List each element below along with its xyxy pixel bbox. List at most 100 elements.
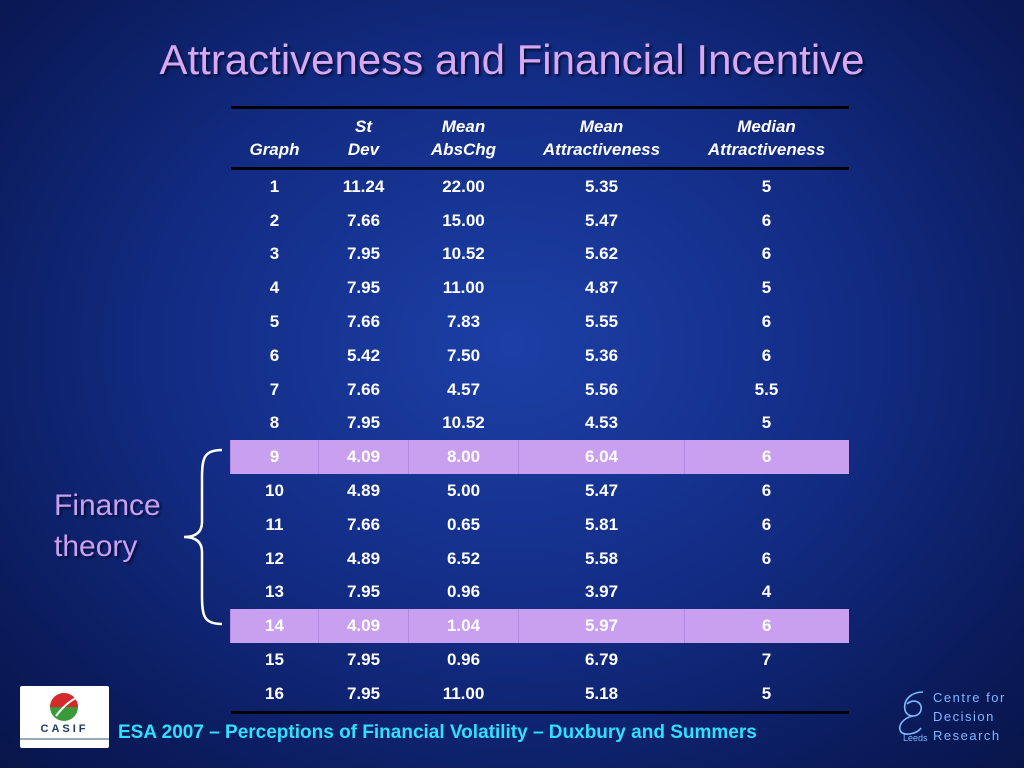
cell-mean-abschg: 0.96 xyxy=(446,650,481,670)
cell-median-attractiveness: 5 xyxy=(761,278,772,298)
cell-mean-abschg: 4.57 xyxy=(446,379,481,399)
cell-st-dev: 4.89 xyxy=(346,481,381,501)
cdr-logo-leeds: Leeds xyxy=(903,733,928,743)
cell-median-attractiveness: 4 xyxy=(761,582,772,602)
cell-median-attractiveness: 6 xyxy=(761,210,772,230)
cell-mean-abschg: 6.52 xyxy=(446,548,481,568)
cell-st-dev: 4.89 xyxy=(346,548,381,568)
cell-mean-abschg: 5.00 xyxy=(446,481,481,501)
table-row: 8 7.95 10.52 4.53 5 xyxy=(231,407,849,441)
cell-graph: 7 xyxy=(269,379,280,399)
cell-mean-attractiveness: 5.18 xyxy=(518,676,685,714)
cell-median-attractiveness: 6 xyxy=(761,312,772,332)
cell-st-dev: 4.09 xyxy=(318,440,409,475)
cell-mean-attractiveness: 3.97 xyxy=(584,582,619,602)
cell-mean-attractiveness: 5.35 xyxy=(584,176,619,196)
cell-median-attractiveness: 6 xyxy=(684,609,849,644)
casif-logo: CASIF xyxy=(20,686,109,748)
cell-mean-attractiveness: 5.55 xyxy=(584,312,619,332)
cell-median-attractiveness: 5.5 xyxy=(754,379,779,399)
cell-graph: 5 xyxy=(269,312,280,332)
slide-title: Attractiveness and Financial Incentive xyxy=(159,36,865,83)
table-row: 16 7.95 11.00 5.18 5 xyxy=(230,676,849,714)
cell-graph: 13 xyxy=(265,582,284,602)
cell-mean-attractiveness: 6.79 xyxy=(584,650,619,670)
cell-st-dev: 7.95 xyxy=(346,278,381,298)
table-row: 2 7.66 15.00 5.47 6 xyxy=(231,204,849,238)
casif-logo-text: CASIF xyxy=(40,723,89,735)
header-mean-attractiveness: Mean Attractiveness xyxy=(518,106,685,170)
cell-median-attractiveness: 6 xyxy=(684,440,849,475)
table-row: 11 7.66 0.65 5.81 6 xyxy=(231,508,849,542)
finance-theory-label: Finance theory xyxy=(54,485,161,567)
cell-graph: 10 xyxy=(265,481,284,501)
cell-mean-abschg: 11.00 xyxy=(408,676,519,714)
cdr-logo-line3: Research xyxy=(933,728,1001,743)
cell-median-attractiveness: 7 xyxy=(761,650,772,670)
cell-median-attractiveness: 6 xyxy=(761,548,772,568)
cell-graph: 2 xyxy=(269,210,280,230)
cell-mean-abschg: 10.52 xyxy=(442,244,485,264)
table-row: 14 4.09 1.04 5.97 6 xyxy=(230,609,849,644)
cell-mean-attractiveness: 4.87 xyxy=(584,278,619,298)
table-row: 10 4.89 5.00 5.47 6 xyxy=(231,474,849,508)
cell-graph: 1 xyxy=(269,176,280,196)
cell-graph: 8 xyxy=(269,413,280,433)
cell-graph: 4 xyxy=(269,278,280,298)
cell-mean-abschg: 7.83 xyxy=(446,312,481,332)
cell-mean-attractiveness: 5.62 xyxy=(584,244,619,264)
cell-mean-attractiveness: 5.97 xyxy=(518,609,685,644)
cell-mean-attractiveness: 5.36 xyxy=(584,345,619,365)
finance-label-line1: Finance xyxy=(54,489,161,522)
cell-graph: 15 xyxy=(265,650,284,670)
cell-mean-abschg: 22.00 xyxy=(442,176,485,196)
cell-st-dev: 7.66 xyxy=(346,514,381,534)
cell-median-attractiveness: 5 xyxy=(684,676,849,714)
cell-st-dev: 7.95 xyxy=(346,582,381,602)
header-median-attractiveness: Median Attractiveness xyxy=(684,106,849,170)
cell-mean-attractiveness: 6.04 xyxy=(518,440,685,475)
table-row: 5 7.66 7.83 5.55 6 xyxy=(231,305,849,339)
cell-mean-attractiveness: 5.58 xyxy=(584,548,619,568)
cdr-logo-line2: Decision xyxy=(933,709,995,724)
casif-logo-underline xyxy=(20,738,109,740)
cell-st-dev: 7.95 xyxy=(346,413,381,433)
cell-mean-abschg: 0.96 xyxy=(446,582,481,602)
header-mean-abschg: Mean AbsChg xyxy=(408,106,519,170)
header-st-dev: St Dev xyxy=(318,106,409,170)
cell-st-dev: 7.66 xyxy=(346,210,381,230)
cell-graph: 16 xyxy=(230,676,319,714)
cell-st-dev: 7.95 xyxy=(318,676,409,714)
cell-mean-attractiveness: 5.56 xyxy=(584,379,619,399)
cell-mean-attractiveness: 5.81 xyxy=(584,514,619,534)
cell-mean-abschg: 15.00 xyxy=(442,210,485,230)
cell-st-dev: 4.09 xyxy=(318,609,409,644)
cell-graph: 11 xyxy=(265,514,284,534)
cell-median-attractiveness: 6 xyxy=(761,345,772,365)
cell-st-dev: 7.66 xyxy=(346,379,381,399)
table-body: 1 11.24 22.00 5.35 5 2 7.66 15.00 5.47 6 3 7.95 10.5… xyxy=(230,169,849,714)
results-table: Graph St Dev Mean AbsChg Mean Attractivenes… xyxy=(230,106,849,714)
cell-mean-abschg: 8.00 xyxy=(408,440,519,475)
cell-median-attractiveness: 5 xyxy=(761,413,772,433)
finance-label-line2: theory xyxy=(54,530,138,563)
table-header-row: Graph St Dev Mean AbsChg Mean Attractivenes… xyxy=(230,106,849,170)
header-graph: Graph xyxy=(230,106,319,170)
cell-graph: 9 xyxy=(230,440,319,475)
cell-mean-abschg: 0.65 xyxy=(446,514,481,534)
cell-graph: 12 xyxy=(265,548,284,568)
cell-graph: 3 xyxy=(269,244,280,264)
cell-mean-attractiveness: 5.47 xyxy=(584,210,619,230)
cell-median-attractiveness: 6 xyxy=(761,244,772,264)
table-row: 7 7.66 4.57 5.56 5.5 xyxy=(231,373,849,407)
table-row: 3 7.95 10.52 5.62 6 xyxy=(231,238,849,272)
cdr-logo: Centre for Decision Research Leeds xyxy=(893,688,1018,748)
cell-mean-attractiveness: 5.47 xyxy=(584,481,619,501)
table-row: 12 4.89 6.52 5.58 6 xyxy=(231,542,849,576)
cell-graph: 6 xyxy=(269,345,280,365)
table-row: 13 7.95 0.96 3.97 4 xyxy=(231,576,849,610)
cell-st-dev: 7.66 xyxy=(346,312,381,332)
curly-brace-icon xyxy=(183,448,223,626)
cell-st-dev: 5.42 xyxy=(346,345,381,365)
cell-mean-attractiveness: 4.53 xyxy=(584,413,619,433)
